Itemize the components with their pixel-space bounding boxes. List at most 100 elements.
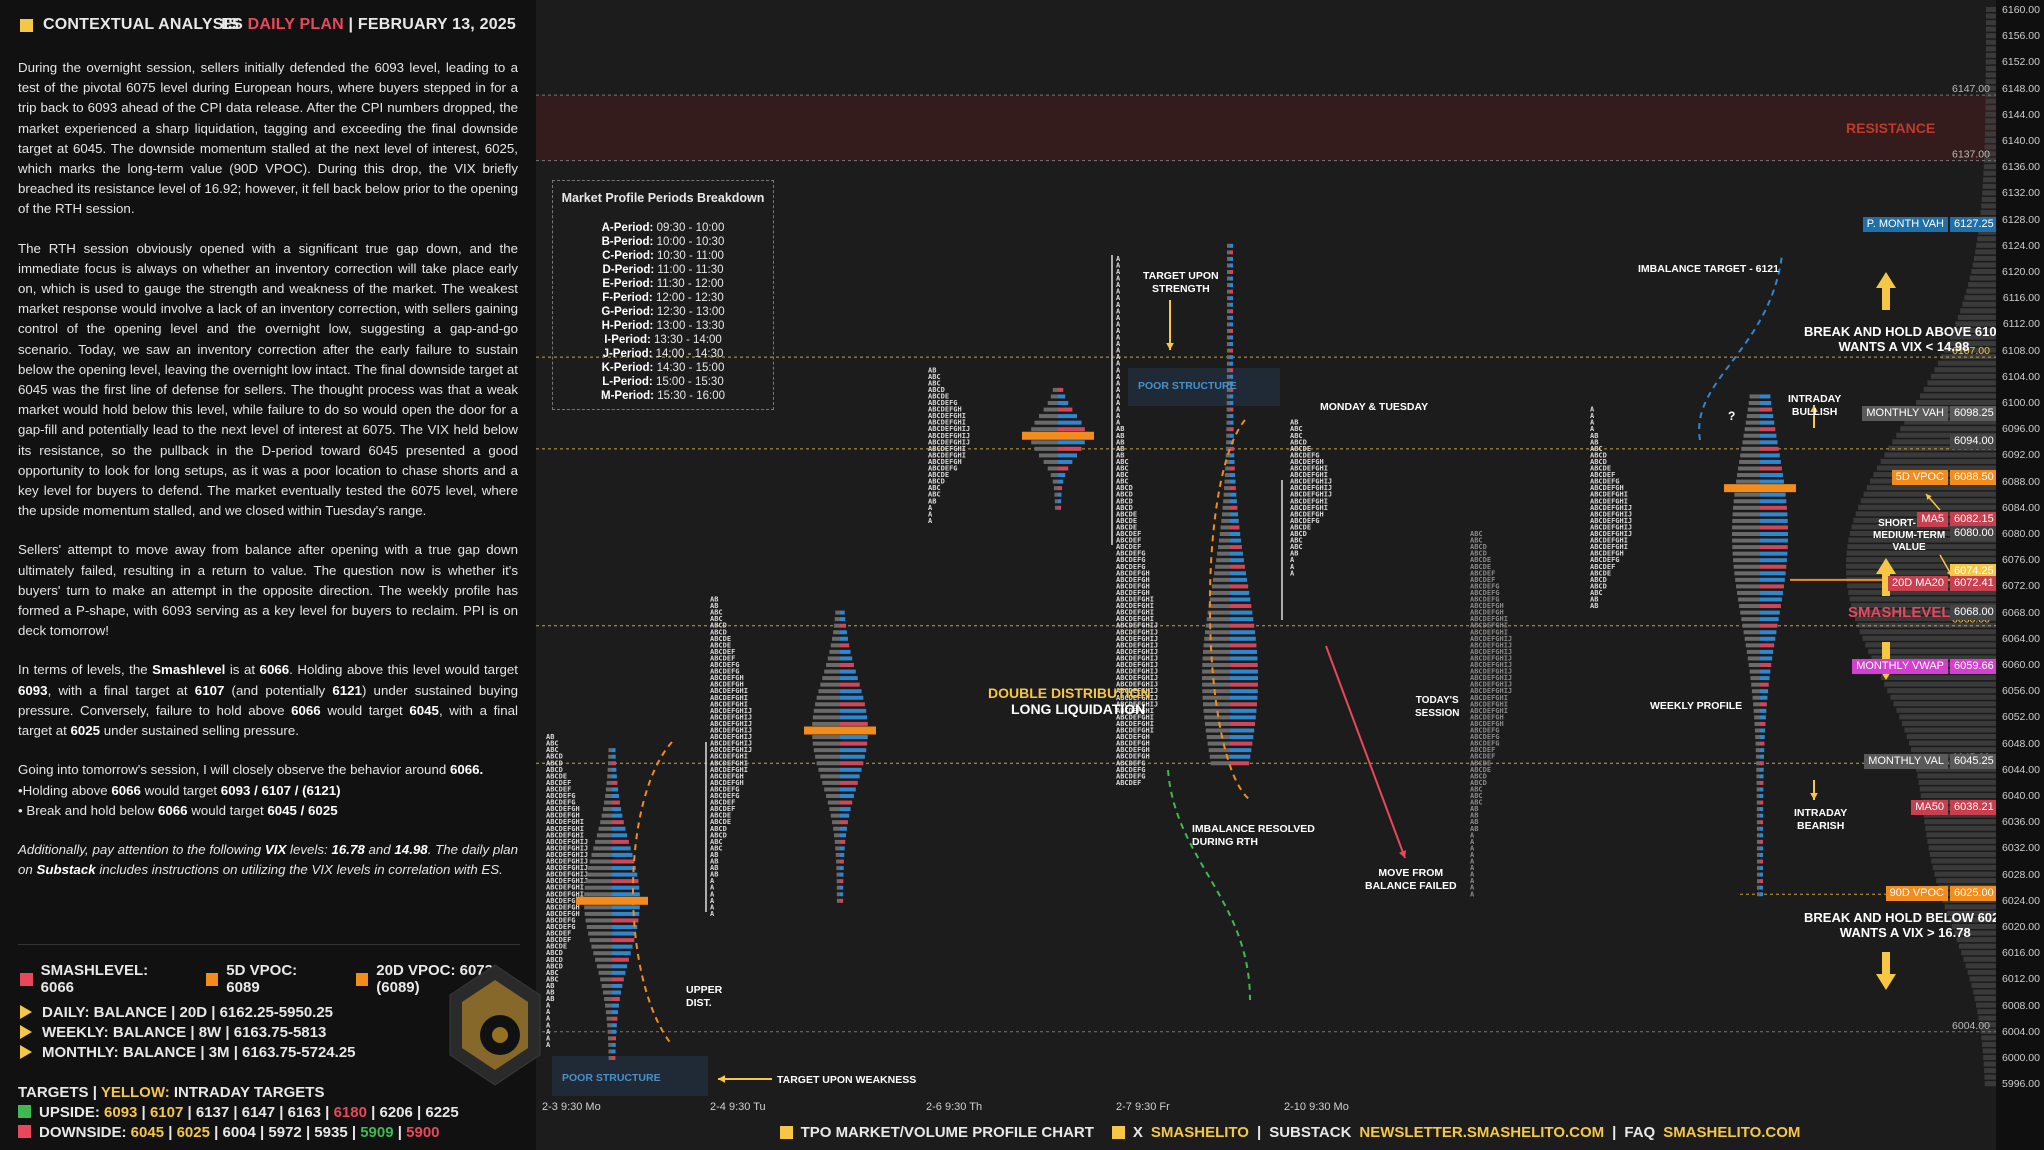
footer-site-link[interactable]: SMASHELITO.COM	[1663, 1123, 1801, 1141]
tpo-row: ABCDEFGHI	[928, 451, 966, 459]
volume-bar-gray	[818, 767, 840, 772]
tpo-row: A	[928, 510, 933, 518]
volume-bar-color	[1058, 499, 1062, 504]
volume-bar-gray	[1222, 505, 1230, 510]
volume-bar-gray	[1210, 590, 1230, 595]
volume-bar-color	[840, 826, 847, 831]
volume-bar-color	[1230, 715, 1256, 720]
tpo-row: ABCDEF	[710, 648, 735, 656]
volume-bar-gray	[1744, 636, 1760, 641]
tpo-row: ABCDEFGH	[1470, 720, 1504, 728]
tpo-row: A	[710, 897, 715, 905]
tpo-row: ABCDEFGH	[710, 779, 744, 787]
long-liquidation-label: LONG LIQUIDATION	[1011, 701, 1146, 717]
volume-bar-color	[612, 1036, 617, 1041]
volume-bar-color	[1058, 387, 1064, 392]
volume-bar-gray	[607, 767, 612, 772]
volume-bar-gray	[1214, 571, 1230, 576]
volume-bar-gray	[1224, 479, 1230, 484]
volume-bar-color	[1760, 512, 1788, 517]
volume-bar-gray	[1756, 807, 1760, 812]
volume-bar-gray	[1745, 420, 1760, 425]
tpo-row: ABC	[1116, 471, 1129, 479]
volume-bar-gray	[591, 852, 612, 857]
volume-bar-gray	[832, 636, 840, 641]
tpo-row: ABCDEFGH	[1116, 740, 1150, 748]
volume-profile-bar	[1928, 845, 1996, 851]
volume-bar-gray	[1754, 728, 1760, 733]
tpo-row: ABCDEFGHI	[710, 759, 748, 767]
volume-bar-color	[1230, 597, 1251, 602]
volume-bar-gray	[1226, 243, 1230, 248]
tpo-row: ABCDEF	[1470, 569, 1495, 577]
volume-bar-color	[1230, 630, 1256, 635]
volume-profile-bar	[1846, 550, 1996, 556]
volume-bar-gray	[1740, 453, 1760, 458]
orange-dashed-curve	[632, 741, 673, 1046]
volume-bar-color	[1230, 335, 1234, 340]
volume-bar-color	[612, 925, 638, 929]
volume-bar-color	[1230, 682, 1258, 687]
tpo-row: ABCDEFGHI	[1116, 602, 1154, 610]
volume-profile-bar	[1985, 72, 1996, 78]
tpo-row: ABCD	[710, 831, 727, 839]
volume-bar-color	[1230, 656, 1258, 661]
volume-bar-gray	[1732, 525, 1760, 530]
price-tick: 6068.00	[2002, 606, 2040, 619]
tpo-row: ABCDEFG	[1116, 556, 1146, 564]
levels-paragraph: In terms of levels, the Smashlevel is at…	[18, 662, 518, 739]
tpo-row: ABCDEFGHI	[1470, 628, 1508, 636]
volume-bar-color	[612, 787, 619, 792]
volume-bar-gray	[1737, 590, 1760, 595]
tpo-row: ABCDEFGHIJ	[1116, 654, 1158, 662]
volume-bar-gray	[835, 846, 840, 851]
price-axis[interactable]: 6160.00 6156.00 6152.00 6148.00 6144.00 6140.…	[1996, 0, 2044, 1150]
volume-bar-color	[1760, 708, 1767, 713]
volume-profile-bar	[1923, 812, 1996, 818]
volume-bar-gray	[601, 983, 612, 988]
tpo-chart[interactable]: 6147.006137.006107.006093.006066.006045.…	[536, 0, 1996, 1110]
volume-bar-color	[612, 774, 617, 779]
volume-profile-bar	[1982, 1041, 1996, 1047]
tpo-row: ABCDE	[1290, 523, 1311, 531]
tpo-row: ABCD	[1116, 491, 1133, 499]
tpo-row: A	[1116, 294, 1121, 302]
tpo-row: ABCDEFGHI	[928, 419, 966, 427]
volume-bar-gray	[1226, 381, 1230, 386]
volume-profile-bar	[1961, 950, 1996, 956]
volume-bar-color	[612, 1023, 617, 1028]
volume-bar-color	[1230, 342, 1234, 347]
tpo-row: ABCD	[1590, 458, 1607, 466]
weekly-profile-label: WEEKLY PROFILE	[1650, 700, 1743, 712]
tpo-row: ABCDEFGH	[1116, 753, 1150, 761]
volume-bar-color	[1230, 381, 1234, 386]
footer-x-handle[interactable]: SMASHELITO	[1150, 1123, 1249, 1141]
tpo-row: ABCDEF	[1116, 530, 1141, 538]
volume-bar-color	[1760, 538, 1788, 543]
volume-bar-color	[1058, 459, 1073, 464]
volume-bar-color	[840, 879, 844, 884]
footer-faq: FAQ	[1624, 1123, 1656, 1141]
x-label-0: 2-3 9:30 Mo	[542, 1101, 601, 1113]
tpo-row: A	[546, 1002, 551, 1010]
tpo-row: A	[1470, 851, 1475, 859]
tpo-row: A	[1116, 373, 1121, 381]
tpo-row: ABCDEFG	[546, 799, 576, 807]
volume-bar-color	[1230, 466, 1235, 471]
volume-profile-bar	[1941, 354, 1996, 360]
volume-bar-color	[840, 649, 851, 654]
volume-bar-gray	[1756, 813, 1760, 818]
volume-profile-bar	[1958, 943, 1996, 949]
volume-bar-color	[1760, 813, 1764, 818]
volume-bar-color	[840, 767, 862, 772]
volume-bar-color	[1230, 355, 1234, 360]
volume-profile-bar	[1893, 701, 1996, 707]
price-tag-value: 6059.66	[1950, 659, 1998, 675]
tpo-row: A	[1470, 884, 1475, 892]
tpo-row: ABCDEFGHIJ	[1116, 694, 1158, 702]
tpo-row: A	[1590, 412, 1595, 420]
volume-bar-color	[840, 787, 856, 792]
footer-newsletter-link[interactable]: NEWSLETTER.SMASHELITO.COM	[1359, 1123, 1605, 1141]
plan-date: FEBRUARY 13, 2025	[357, 16, 516, 33]
volume-bar-gray	[1741, 446, 1760, 451]
